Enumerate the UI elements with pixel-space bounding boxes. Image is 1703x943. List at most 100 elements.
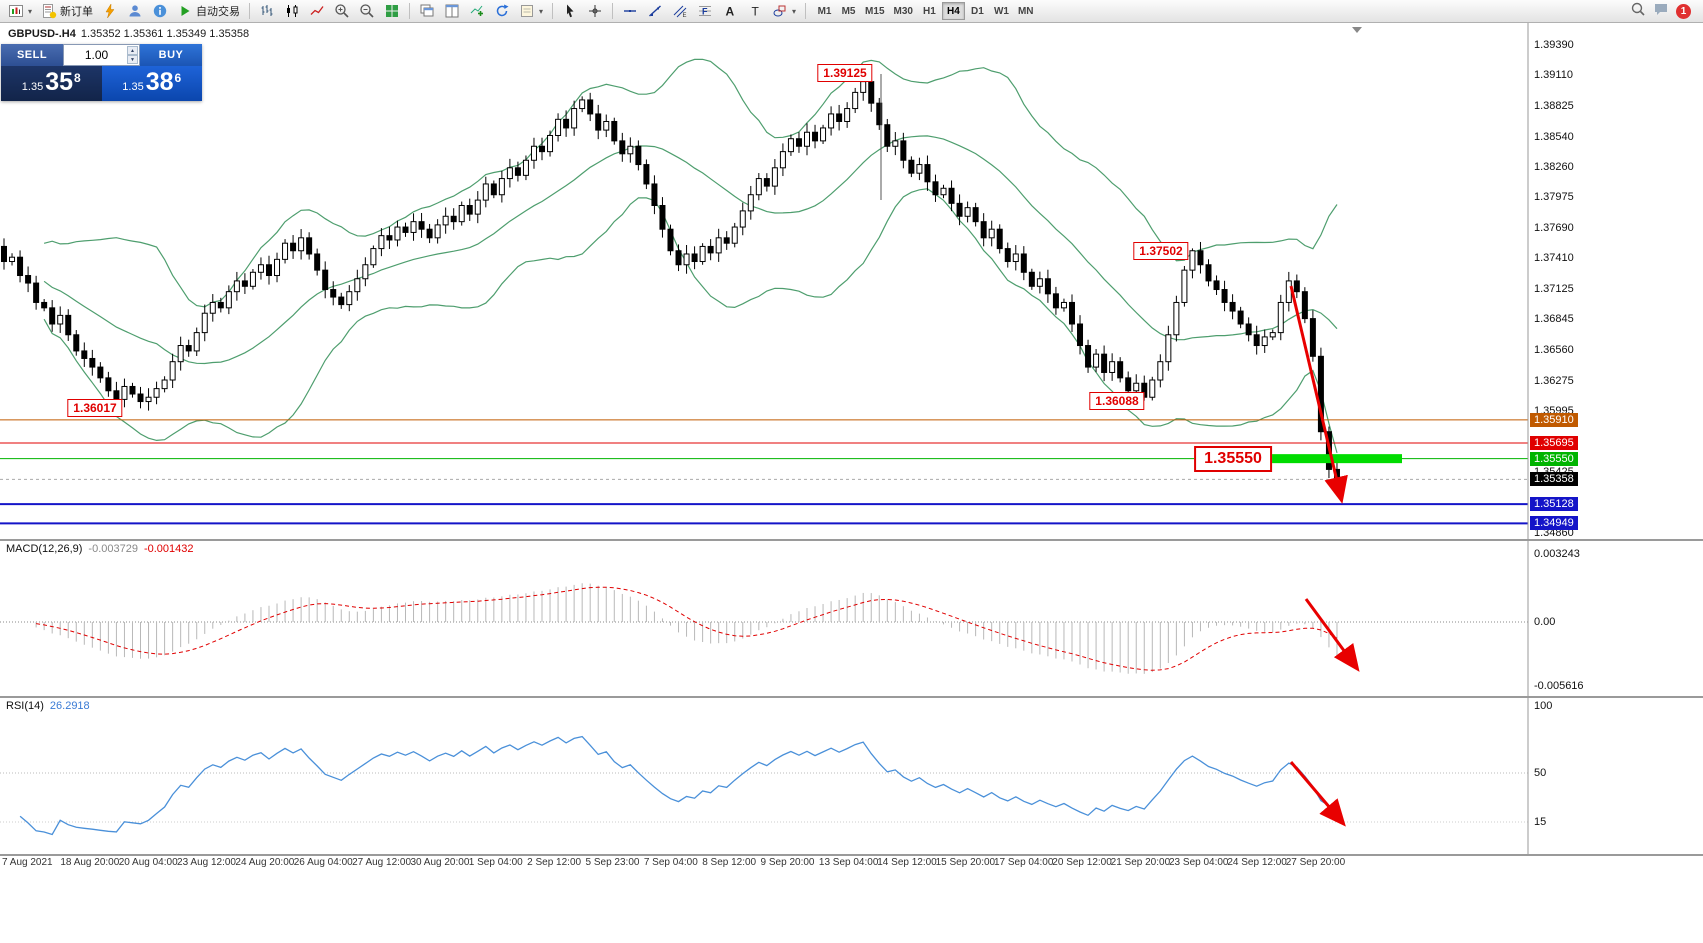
time-axis-label: 15 Sep 20:00 — [935, 857, 996, 868]
sell-price-big: 35 — [45, 68, 74, 96]
toolbar-separator — [409, 3, 411, 19]
price-tick: 1.38825 — [1534, 99, 1574, 112]
user-icon — [127, 3, 143, 19]
favorites-button[interactable] — [98, 1, 122, 21]
price-tick: 1.38260 — [1534, 160, 1574, 173]
ohlc-bars-icon — [259, 3, 275, 19]
sell-price[interactable]: 1.35 35 8 — [1, 66, 102, 101]
buy-button[interactable]: BUY — [140, 44, 202, 66]
price-callout[interactable]: 1.36088 — [1089, 392, 1145, 410]
channel-tool[interactable]: E — [668, 1, 692, 21]
cascade-windows-button[interactable] — [415, 1, 439, 21]
trend-arrow-rsi[interactable] — [1289, 761, 1346, 827]
volume-down-button[interactable]: ▼ — [127, 55, 138, 64]
label-tool[interactable]: T — [743, 1, 767, 21]
price-tag: 1.35358 — [1530, 472, 1578, 487]
toolbar-separator — [612, 3, 614, 19]
one-click-trading-widget: SELL ▲ ▼ BUY 1.35 35 8 1.35 38 6 — [1, 44, 202, 101]
new-order-button[interactable]: 新订单 — [37, 1, 97, 21]
text-tool[interactable]: A — [718, 1, 742, 21]
tile-vertical-button[interactable] — [440, 1, 464, 21]
notifications-badge[interactable]: 1 — [1676, 3, 1691, 19]
price-callout[interactable]: 1.36017 — [67, 399, 123, 417]
search-icon[interactable] — [1630, 1, 1646, 22]
candlestick-chart-button[interactable] — [280, 1, 304, 21]
time-axis-label: 7 Aug 2021 — [2, 857, 53, 868]
timeframe-d1[interactable]: D1 — [971, 5, 984, 17]
hline-icon — [622, 3, 638, 19]
price-tick: 1.37125 — [1534, 282, 1574, 295]
sell-button[interactable]: SELL — [1, 44, 63, 66]
trendline-tool[interactable] — [643, 1, 667, 21]
price-tag: 1.35695 — [1530, 436, 1578, 451]
buy-price-prefix: 1.35 — [122, 81, 144, 93]
templates-button[interactable]: ▾ — [515, 1, 547, 21]
crosshair-button[interactable] — [583, 1, 607, 21]
price-callout[interactable]: 1.39125 — [817, 64, 873, 82]
shapes-tool[interactable]: ▾ — [768, 1, 800, 21]
time-axis-label: 27 Aug 12:00 — [352, 857, 412, 868]
svg-text:F: F — [702, 7, 708, 17]
price-tag: 1.34949 — [1530, 516, 1578, 531]
macd-label: MACD(12,26,9) -0.003729 -0.001432 — [6, 543, 194, 555]
fibonacci-tool[interactable]: F — [693, 1, 717, 21]
sell-price-sup: 8 — [74, 71, 81, 85]
price-tick: 1.37975 — [1534, 191, 1574, 204]
trendline-icon — [647, 3, 663, 19]
volume-up-button[interactable]: ▲ — [127, 46, 138, 55]
rsi-scale-label: 50 — [1534, 767, 1547, 779]
info-button[interactable] — [148, 1, 172, 21]
price-tick: 1.36275 — [1534, 374, 1574, 387]
chevron-down-icon: ▾ — [28, 6, 33, 16]
account-button[interactable] — [123, 1, 147, 21]
support-zone[interactable] — [1268, 454, 1402, 464]
time-axis-label: 20 Sep 12:00 — [1052, 857, 1112, 868]
zoom-in-button[interactable] — [330, 1, 354, 21]
line-chart-button[interactable] — [305, 1, 329, 21]
add-indicator-button[interactable] — [465, 1, 489, 21]
timeframe-h1[interactable]: H1 — [923, 5, 936, 17]
zoom-out-button[interactable] — [355, 1, 379, 21]
price-callout[interactable]: 1.37502 — [1133, 242, 1189, 260]
trend-arrow-macd[interactable] — [1304, 598, 1360, 672]
time-axis-label: 30 Aug 20:00 — [410, 857, 470, 868]
timeframe-m15[interactable]: M15 — [865, 5, 885, 17]
indicator-plus-icon — [469, 3, 485, 19]
macd-value-main: -0.003729 — [88, 543, 138, 555]
buy-price[interactable]: 1.35 38 6 — [101, 66, 202, 101]
horizontal-line-tool[interactable] — [618, 1, 642, 21]
price-tick: 1.38540 — [1534, 130, 1574, 143]
price-tick: 1.37410 — [1534, 252, 1574, 265]
timeframe-m5[interactable]: M5 — [841, 5, 856, 17]
new-chart-button[interactable]: ▾ — [4, 1, 36, 21]
community-chat-icon[interactable] — [1653, 1, 1669, 22]
label-t-icon: T — [747, 3, 763, 19]
toolbar-separator — [805, 3, 807, 19]
new-order-icon — [41, 3, 57, 19]
bar-chart-button[interactable] — [255, 1, 279, 21]
chart-shift-marker[interactable] — [1352, 27, 1362, 33]
volume-input[interactable] — [64, 47, 139, 63]
time-axis-label: 24 Aug 20:00 — [235, 857, 295, 868]
tile-windows-button[interactable] — [380, 1, 404, 21]
timeframe-mn[interactable]: MN — [1017, 5, 1034, 17]
time-axis-label: 20 Aug 04:00 — [118, 857, 178, 868]
timeframe-m1[interactable]: M1 — [817, 5, 832, 17]
trend-arrow-main[interactable] — [1289, 285, 1348, 504]
refresh-button[interactable] — [490, 1, 514, 21]
timeframe-m30[interactable]: M30 — [893, 5, 913, 17]
autotrading-button[interactable]: 自动交易 — [173, 1, 244, 21]
timeframe-w1[interactable]: W1 — [993, 5, 1009, 17]
ohlc-values: 1.35352 1.35361 1.35349 1.35358 — [80, 28, 250, 40]
toolbar: ▾ 新订单 自动交易 ▾ E F A T — [0, 0, 1703, 23]
price-tag: 1.35128 — [1530, 497, 1578, 512]
cursor-button[interactable] — [558, 1, 582, 21]
price-tick: 1.36560 — [1534, 343, 1574, 356]
timeframe-h4[interactable]: H4 — [941, 2, 965, 20]
cycle-icon — [494, 3, 510, 19]
lightning-icon — [102, 3, 118, 19]
svg-text:A: A — [726, 5, 735, 19]
time-axis-label: 2 Sep 12:00 — [527, 857, 582, 868]
price-callout[interactable]: 1.35550 — [1194, 446, 1272, 472]
